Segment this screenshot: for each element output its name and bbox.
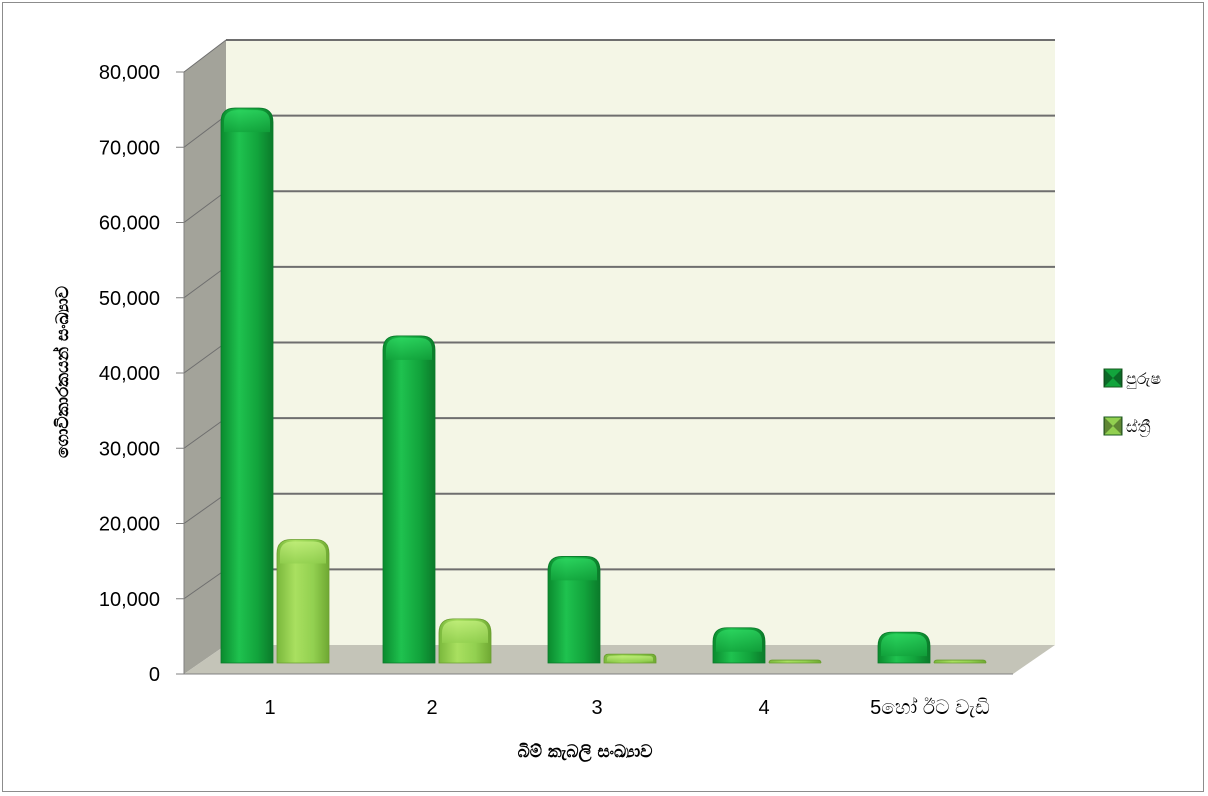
gridline-diagonal xyxy=(183,417,227,449)
gridline-diagonal xyxy=(183,190,227,223)
gridline-diagonal xyxy=(183,493,227,524)
legend-label-female: ස්ත්‍රී xyxy=(1126,417,1151,437)
bar-top xyxy=(551,558,597,581)
bar-female-1 xyxy=(276,539,330,664)
legend-label-male: පුරුෂ xyxy=(1126,369,1161,389)
bar-body xyxy=(382,335,436,664)
bar-body xyxy=(768,659,822,664)
x-tick-label: 1 xyxy=(264,697,275,719)
bar-top xyxy=(280,541,326,564)
bar-female-5 xyxy=(933,659,987,664)
bar-female-2 xyxy=(438,618,492,664)
bar-top xyxy=(716,629,762,652)
bar-top xyxy=(224,110,270,133)
y-tick-label: 80,000 xyxy=(99,62,160,84)
x-tick-label: 2 xyxy=(426,697,437,719)
y-tick-label: 0 xyxy=(149,664,160,686)
gridline-diagonal xyxy=(183,568,227,600)
y-tick-label: 30,000 xyxy=(99,438,160,460)
y-tick-label: 40,000 xyxy=(99,363,160,385)
bar-top xyxy=(607,656,653,662)
legend-swatch-female xyxy=(1103,416,1123,436)
y-axis-ticks: 0 10,000 20,000 30,000 40,000 50,000 60,000 70,… xyxy=(99,62,1013,686)
gridlines xyxy=(183,39,1055,600)
bar-body xyxy=(220,107,274,664)
gridline-diagonal xyxy=(183,266,227,299)
y-axis-title: ගොවිකාරකයන් සංඛ්‍යාව xyxy=(52,286,73,458)
bar-body xyxy=(547,556,601,664)
x-axis-title: බිම් කැබලි සංඛ්‍යාව xyxy=(518,742,653,763)
gridline-diagonal xyxy=(183,342,227,374)
y-tick-label: 50,000 xyxy=(99,288,160,310)
bar-male-2 xyxy=(382,335,436,664)
bar-male-5 xyxy=(877,631,931,664)
bar-female-4 xyxy=(768,659,822,664)
legend-swatch-shade xyxy=(1104,369,1122,387)
bar-female-3 xyxy=(603,653,657,664)
x-tick-label: 5හෝ ඊට වැඩි xyxy=(870,696,990,719)
legend-swatch-male xyxy=(1103,368,1123,388)
gridline-diagonal xyxy=(183,39,227,73)
bar-body xyxy=(933,659,987,664)
bar-top xyxy=(386,337,432,360)
bars xyxy=(220,107,987,664)
bar-top xyxy=(881,634,927,657)
x-axis-ticks: 1 2 3 4 5හෝ ඊට වැඩි xyxy=(264,696,990,719)
gridline-diagonal xyxy=(183,115,227,148)
y-tick-label: 20,000 xyxy=(99,514,160,536)
side-wall xyxy=(184,40,226,674)
bar-body xyxy=(276,539,330,664)
x-tick-label: 4 xyxy=(758,697,769,719)
y-tick-label: 10,000 xyxy=(99,589,160,611)
bar-male-4 xyxy=(712,627,766,664)
x-tick-label: 3 xyxy=(591,697,602,719)
legend: පුරුෂ ස්ත්‍රී xyxy=(1103,368,1161,437)
bar-male-3 xyxy=(547,556,601,664)
legend-swatch-shade xyxy=(1104,417,1122,435)
bar-male-1 xyxy=(220,107,274,664)
y-tick-label: 60,000 xyxy=(99,213,160,235)
bar-top xyxy=(442,620,488,643)
y-tick-label: 70,000 xyxy=(99,137,160,159)
